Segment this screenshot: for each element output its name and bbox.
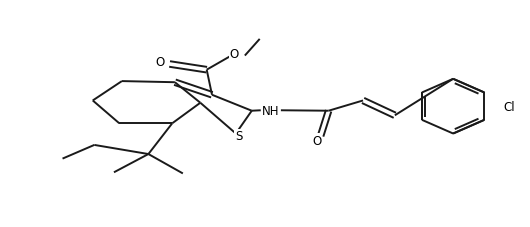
Text: S: S bbox=[235, 130, 242, 143]
Text: O: O bbox=[229, 47, 239, 61]
Text: O: O bbox=[312, 134, 322, 147]
Text: Cl: Cl bbox=[503, 100, 515, 113]
Text: NH: NH bbox=[261, 104, 279, 117]
Text: O: O bbox=[155, 55, 165, 68]
